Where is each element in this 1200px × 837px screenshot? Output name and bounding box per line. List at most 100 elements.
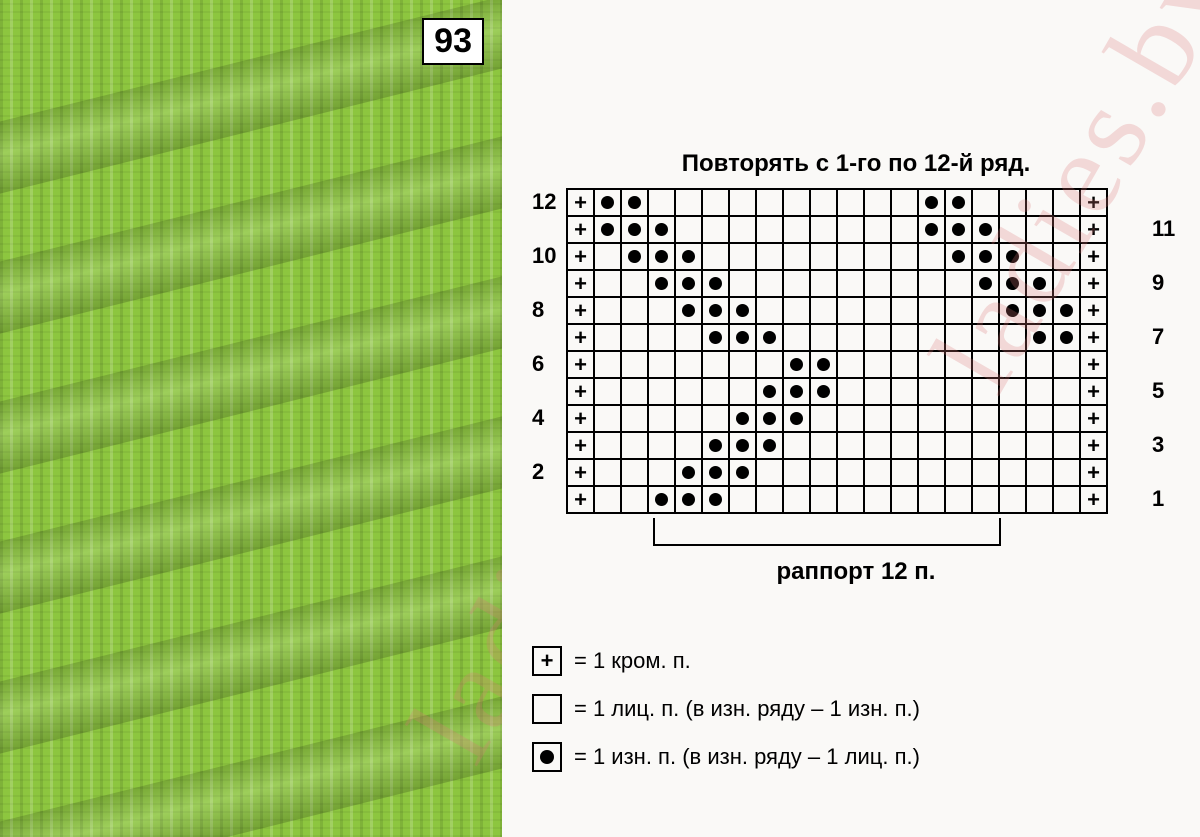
row-label (532, 215, 560, 242)
cell-knit (891, 297, 918, 324)
cell-knit (999, 405, 1026, 432)
cell-knit (945, 270, 972, 297)
legend-item: += 1 кром. п. (532, 646, 1180, 676)
cell-purl (783, 405, 810, 432)
cell-knit (1053, 216, 1080, 243)
cell-knit (648, 351, 675, 378)
cell-knit (945, 351, 972, 378)
cell-purl (729, 297, 756, 324)
cell-knit (756, 216, 783, 243)
cell-knit (918, 243, 945, 270)
cell-knit (945, 324, 972, 351)
legend-text: = 1 лиц. п. (в изн. ряду – 1 изн. п.) (574, 696, 920, 722)
cell-knit (783, 459, 810, 486)
cell-purl (675, 270, 702, 297)
cell-knit (810, 459, 837, 486)
cell-purl (918, 216, 945, 243)
cell-knit (648, 432, 675, 459)
cell-knit (972, 297, 999, 324)
cell-knit (702, 189, 729, 216)
cell-knit (864, 432, 891, 459)
cell-edge (567, 378, 594, 405)
cell-knit (864, 351, 891, 378)
row-label: 12 (532, 188, 560, 215)
row-label: 7 (1152, 323, 1180, 350)
cell-knit (1026, 378, 1053, 405)
cell-knit (864, 270, 891, 297)
cell-knit (621, 432, 648, 459)
cell-knit (999, 432, 1026, 459)
cell-edge (567, 351, 594, 378)
cell-purl (702, 324, 729, 351)
cell-knit (891, 378, 918, 405)
cell-edge (1080, 189, 1107, 216)
cell-knit (864, 243, 891, 270)
cell-knit (783, 324, 810, 351)
cell-knit (837, 432, 864, 459)
cell-knit (1026, 405, 1053, 432)
knitting-chart-grid (566, 188, 1108, 514)
row-label (1152, 404, 1180, 431)
cell-knit (891, 405, 918, 432)
cell-purl (702, 297, 729, 324)
cell-purl (756, 378, 783, 405)
row-labels-left: 12108642 (532, 188, 560, 512)
cell-purl (675, 486, 702, 513)
cell-knit (864, 216, 891, 243)
cell-knit (675, 351, 702, 378)
cell-knit (1026, 216, 1053, 243)
row-label (532, 485, 560, 512)
cell-knit (999, 189, 1026, 216)
cell-knit (918, 459, 945, 486)
cell-knit (648, 189, 675, 216)
cell-knit (594, 378, 621, 405)
cell-knit (810, 243, 837, 270)
cell-purl (675, 243, 702, 270)
cell-purl (999, 243, 1026, 270)
cell-knit (594, 486, 621, 513)
row-label: 9 (1152, 269, 1180, 296)
legend-text: = 1 изн. п. (в изн. ряду – 1 лиц. п.) (574, 744, 920, 770)
cell-purl (729, 324, 756, 351)
cell-knit (918, 486, 945, 513)
cell-knit (837, 459, 864, 486)
row-label: 3 (1152, 431, 1180, 458)
cell-purl (594, 216, 621, 243)
cell-knit (864, 459, 891, 486)
cell-purl (1026, 324, 1053, 351)
cell-knit (594, 243, 621, 270)
cell-knit (972, 378, 999, 405)
cell-knit (729, 216, 756, 243)
cell-knit (864, 324, 891, 351)
cell-purl (1026, 297, 1053, 324)
cell-edge (567, 243, 594, 270)
cell-knit (972, 324, 999, 351)
cell-purl (1053, 324, 1080, 351)
cell-knit (1053, 459, 1080, 486)
cell-knit (945, 405, 972, 432)
cell-purl (648, 243, 675, 270)
cell-knit (729, 243, 756, 270)
cell-knit (621, 270, 648, 297)
cell-purl (945, 243, 972, 270)
row-label: 8 (532, 296, 560, 323)
cell-knit (1026, 243, 1053, 270)
chart-wrap: 12108642 раппорт 12 п. 1197531 (532, 188, 1180, 586)
row-label: 1 (1152, 485, 1180, 512)
cell-knit (999, 351, 1026, 378)
cell-purl (702, 459, 729, 486)
cell-knit (729, 351, 756, 378)
cell-knit (837, 270, 864, 297)
cell-knit (756, 189, 783, 216)
cell-knit (891, 270, 918, 297)
cell-knit (675, 216, 702, 243)
cell-edge (1080, 378, 1107, 405)
cell-edge (1080, 243, 1107, 270)
cell-knit (783, 486, 810, 513)
cell-knit (594, 297, 621, 324)
cell-knit (918, 405, 945, 432)
cell-knit (783, 297, 810, 324)
cell-knit (945, 432, 972, 459)
cell-purl (702, 432, 729, 459)
row-label (532, 323, 560, 350)
